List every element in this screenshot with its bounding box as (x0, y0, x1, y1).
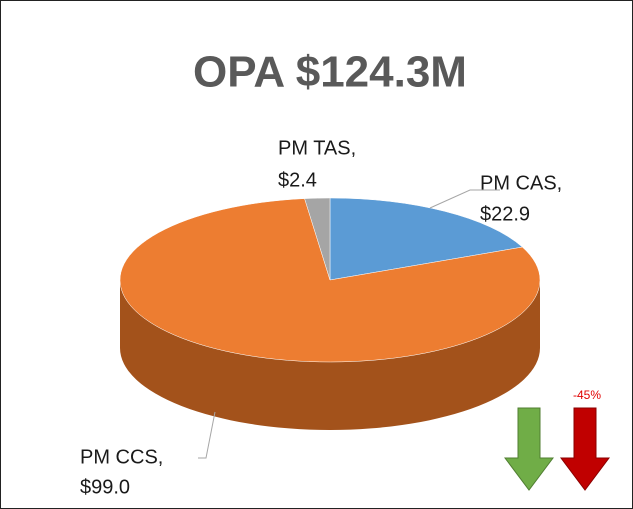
pie-slice (119, 198, 541, 363)
annotation: -45% (573, 388, 601, 402)
pie-slice (329, 197, 523, 281)
pie-slice (304, 197, 331, 281)
data-label-name: PM TAS, (278, 137, 356, 159)
chart-title: OPA $124.3M (193, 48, 467, 97)
data-label-name: PM CAS, (480, 172, 562, 194)
data-label-value: $22.9 (480, 203, 530, 225)
data-label-value: $99.0 (80, 476, 130, 498)
down-arrow-green (504, 407, 554, 491)
data-label-value: $2.4 (278, 169, 317, 191)
data-label-name: PM CCS, (80, 446, 163, 468)
leader-line (429, 189, 500, 209)
pie (119, 197, 541, 430)
leader-line (198, 411, 216, 459)
down-arrow-red (560, 407, 610, 491)
pie-side (120, 280, 540, 430)
